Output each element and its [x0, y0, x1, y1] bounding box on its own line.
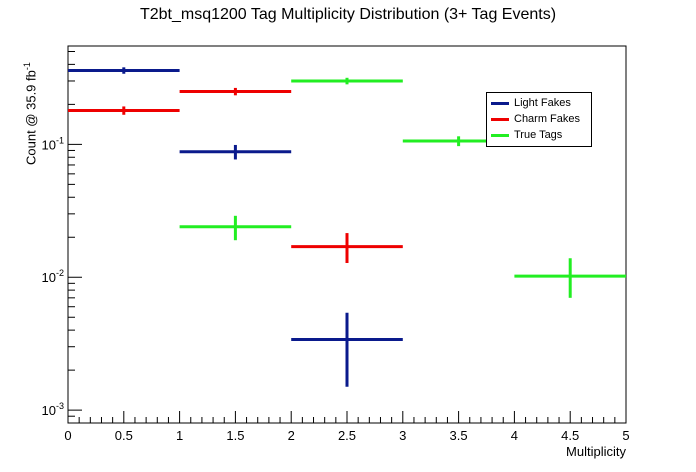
legend-swatch-charm-fakes	[491, 117, 509, 121]
y-tick-label: 10-1	[42, 135, 64, 152]
legend-swatch-light-fakes	[491, 101, 509, 105]
x-tick-label: 4	[511, 428, 518, 443]
y-tick-label: 10-2	[42, 268, 64, 285]
x-tick-label: 4.5	[561, 428, 579, 443]
y-axis-label-base: Count @ 35.9 fb	[23, 70, 39, 165]
x-tick-label: 0	[64, 428, 71, 443]
chart-title: T2bt_msq1200 Tag Multiplicity Distributi…	[139, 6, 557, 23]
x-tick-label: 3.5	[450, 428, 468, 443]
legend: Light Fakes Charm Fakes True Tags	[486, 92, 592, 147]
legend-swatch-true-tags	[491, 133, 509, 137]
legend-label-charm-fakes: Charm Fakes	[514, 113, 581, 125]
y-tick-label: 10-3	[42, 401, 64, 418]
x-tick-label: 0.5	[115, 428, 133, 443]
x-tick-label: 2.5	[338, 428, 356, 443]
y-axis-label: Count @ 35.9 fb-1	[22, 62, 38, 165]
x-tick-label: 2	[288, 428, 295, 443]
x-tick-label: 1	[176, 428, 183, 443]
x-tick-label: 3	[399, 428, 406, 443]
legend-entry-charm-fakes: Charm Fakes	[491, 111, 587, 127]
legend-label-light-fakes: Light Fakes	[514, 97, 571, 109]
x-axis-label: Multiplicity	[566, 444, 626, 459]
legend-entry-light-fakes: Light Fakes	[491, 95, 587, 111]
legend-label-true-tags: True Tags	[514, 129, 563, 141]
legend-entry-true-tags: True Tags	[491, 127, 587, 143]
x-tick-label: 1.5	[226, 428, 244, 443]
x-tick-label: 5	[622, 428, 629, 443]
y-axis-label-sup: -1	[22, 62, 32, 71]
